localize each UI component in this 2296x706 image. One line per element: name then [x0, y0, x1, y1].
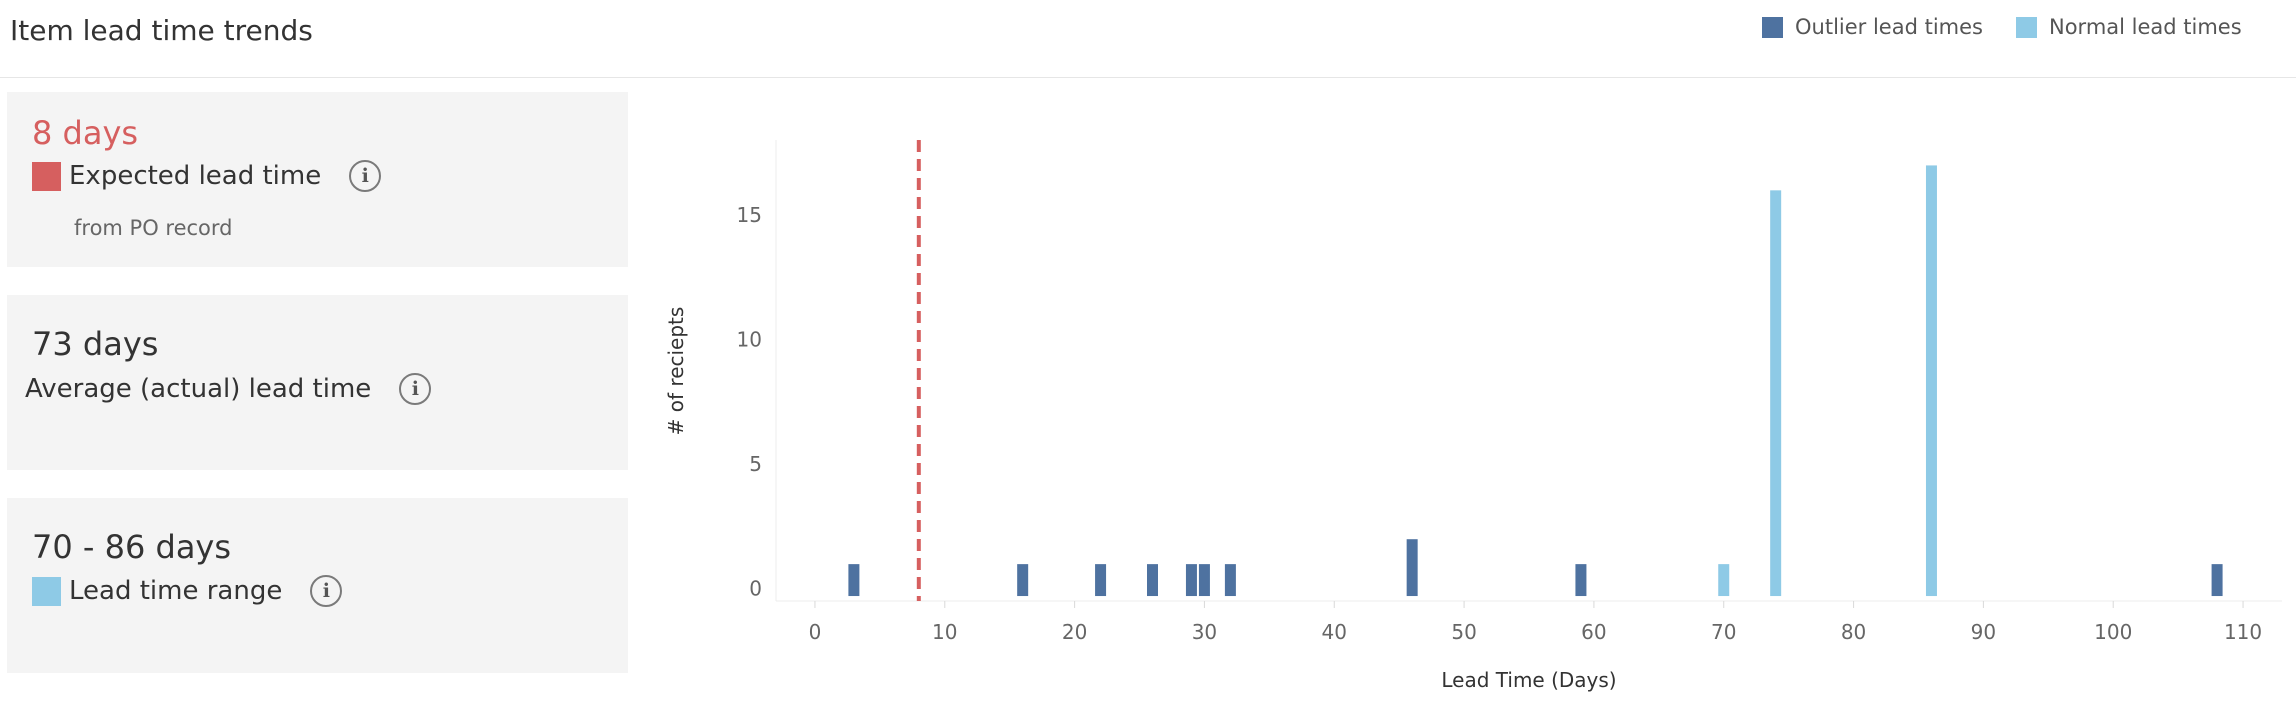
x-tick-label: 40	[1322, 620, 1347, 644]
x-axis-title: Lead Time (Days)	[1441, 668, 1616, 692]
x-tick-label: 100	[2094, 620, 2132, 644]
y-tick-label: 10	[737, 327, 762, 351]
kpi-expected-sublabel: from PO record	[74, 216, 233, 240]
y-axis-title: # of reciepts	[664, 307, 688, 436]
x-tick-label: 70	[1711, 620, 1736, 644]
legend-item-outlier[interactable]: Outlier lead times	[1762, 10, 1983, 44]
x-tick-label: 50	[1451, 620, 1476, 644]
x-tick-label: 20	[1062, 620, 1087, 644]
kpi-range-label: Lead time range	[69, 576, 283, 606]
bar	[1405, 538, 1419, 598]
bar	[1016, 563, 1030, 598]
bar	[1717, 563, 1731, 598]
info-icon[interactable]: i	[349, 160, 382, 192]
legend-swatch-normal	[2016, 16, 2037, 38]
legend-label-outlier: Outlier lead times	[1795, 15, 1983, 39]
y-tick-label: 15	[737, 203, 762, 227]
kpi-average-row: Average (actual) lead time i	[25, 373, 432, 405]
kpi-expected-value: 8 days	[32, 114, 139, 152]
x-tick-label: 110	[2224, 620, 2262, 644]
bar	[847, 563, 861, 598]
x-tick-label: 10	[932, 620, 957, 644]
info-icon[interactable]: i	[399, 373, 432, 405]
x-tick-label: 90	[1971, 620, 1996, 644]
kpi-average-label: Average (actual) lead time	[25, 374, 372, 404]
kpi-expected-label: Expected lead time	[69, 161, 322, 191]
kpi-card-range: 70 - 86 days Lead time range i	[7, 498, 628, 673]
legend-label-normal: Normal lead times	[2049, 15, 2242, 39]
bar	[1094, 563, 1108, 598]
y-tick-label: 5	[749, 452, 762, 476]
bar	[1924, 164, 1938, 598]
x-tick-label: 0	[809, 620, 822, 644]
range-swatch	[32, 576, 61, 606]
legend-swatch-outlier	[1762, 16, 1783, 38]
y-tick-label: 0	[749, 577, 762, 601]
kpi-expected-row: Expected lead time i	[32, 160, 382, 192]
bar	[1574, 563, 1588, 598]
bar	[2210, 563, 2224, 598]
x-tick-label: 30	[1192, 620, 1217, 644]
page-title: Item lead time trends	[10, 14, 313, 47]
kpi-range-row: Lead time range i	[32, 575, 343, 607]
bar	[1184, 563, 1198, 598]
kpi-card-average: 73 days Average (actual) lead time i	[7, 295, 628, 470]
header-divider	[0, 77, 2296, 78]
kpi-average-value: 73 days	[32, 325, 159, 363]
bar	[1197, 563, 1211, 598]
kpi-card-expected: 8 days Expected lead time i from PO reco…	[7, 92, 628, 267]
expected-swatch	[32, 161, 61, 191]
bar	[1769, 189, 1783, 598]
x-tick-label: 60	[1581, 620, 1606, 644]
bar	[1223, 563, 1237, 598]
legend-item-normal[interactable]: Normal lead times	[2016, 10, 2242, 44]
kpi-range-value: 70 - 86 days	[32, 528, 232, 566]
bar	[1146, 563, 1159, 598]
info-icon[interactable]: i	[310, 575, 343, 607]
x-tick-label: 80	[1841, 620, 1866, 644]
